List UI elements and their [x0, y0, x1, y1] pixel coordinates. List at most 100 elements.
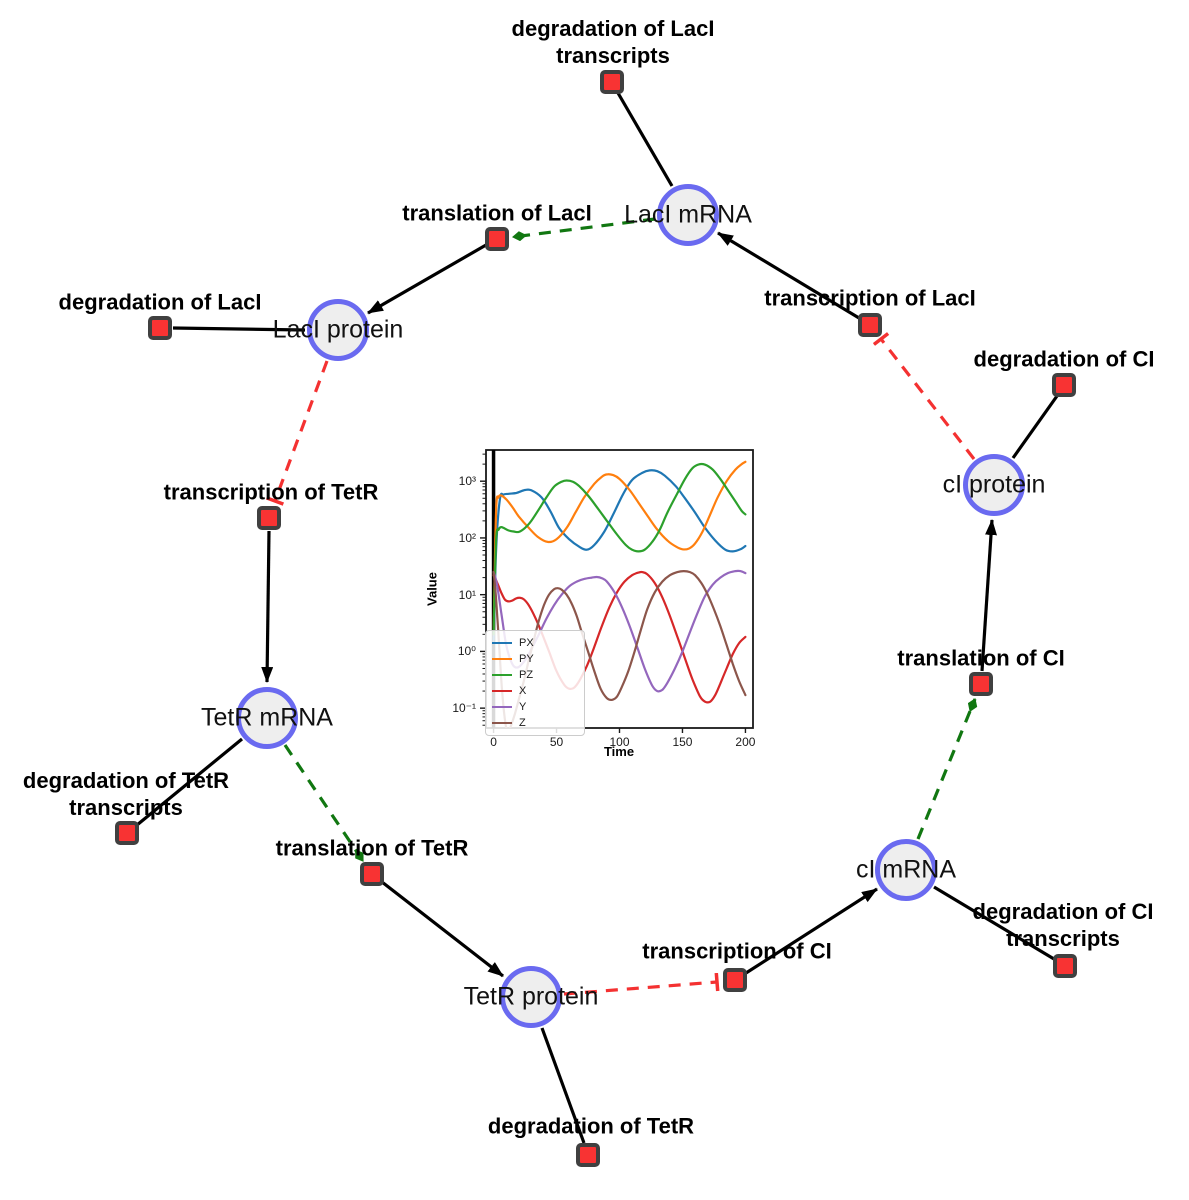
legend-item-pz: PZ — [492, 667, 578, 683]
reaction-node-translation-of-ci — [969, 672, 993, 696]
legend-line-swatch — [492, 674, 512, 676]
legend-item-z: Z — [492, 715, 578, 731]
series-line-x — [492, 570, 747, 704]
legend-line-swatch — [492, 722, 512, 724]
reaction-label-degradation-of-laci-transcripts: degradation of LacI transcripts — [512, 15, 715, 69]
reaction-label-line: translation of CI — [897, 645, 1065, 671]
plot-legend: PX PY PZ X Y Z — [485, 630, 585, 736]
legend-item-py: PY — [492, 651, 578, 667]
edge-translation-of-tetr-to-tetr-protein — [381, 880, 504, 978]
y-tick-label-3: 10³ — [458, 474, 476, 489]
species-label-ci-mrna: cI mRNA — [856, 855, 956, 884]
edge-transcription-of-ci-to-ci-mrna — [745, 887, 878, 975]
species-label-laci-protein: LacI protein — [272, 315, 404, 344]
reaction-label-degradation-of-tetr: degradation of TetR — [488, 1113, 694, 1140]
x-tick-label-150: 150 — [672, 735, 693, 749]
edge-ci-protein-to-transcription-of-laci — [872, 332, 976, 460]
edge-ci-protein-to-degradation-of-ci — [1011, 395, 1059, 459]
edge-tetr-mrna-to-degradation-of-tetr-transcripts — [135, 737, 244, 827]
x-tick-label-50: 50 — [549, 735, 564, 749]
species-label-laci-mrna: LacI mRNA — [624, 200, 752, 229]
reaction-node-transcription-of-laci — [858, 313, 882, 337]
y-tick-label-0: 10⁰ — [457, 644, 476, 659]
y-tick-label-1: 10¹ — [458, 587, 476, 602]
reaction-label-translation-of-laci: translation of LacI — [402, 200, 591, 227]
species-node-tetr-mrna — [236, 687, 298, 749]
reaction-label-line: transcription of LacI — [764, 285, 976, 311]
edge-tetr-protein-to-transcription-of-ci — [563, 972, 720, 996]
edge-translation-of-ci-to-ci-protein — [980, 519, 997, 672]
legend-line-swatch — [492, 642, 512, 644]
reaction-label-transcription-of-laci: transcription of LacI — [764, 285, 975, 312]
edge-translation-of-laci-to-laci-protein — [367, 243, 487, 315]
species-label-tetr-protein: TetR protein — [463, 982, 599, 1011]
reaction-label-degradation-of-tetr-transcripts: degradation of TetR transcripts — [23, 767, 229, 821]
edge-transcription-of-laci-to-laci-mrna — [717, 231, 860, 320]
edge-laci-mrna-to-degradation-of-laci-transcripts — [616, 92, 674, 187]
legend-item-y: Y — [492, 699, 578, 715]
edge-laci-protein-to-transcription-of-tetr — [265, 360, 329, 506]
reaction-label-line: transcripts — [1006, 926, 1120, 951]
reaction-label-transcription-of-ci: transcription of CI — [642, 938, 831, 965]
species-node-ci-mrna — [875, 839, 937, 901]
reaction-label-transcription-of-tetr: transcription of TetR — [164, 479, 379, 506]
reaction-label-line: degradation of CI — [972, 899, 1154, 924]
edge-tetr-mrna-to-translation-of-tetr — [283, 744, 365, 862]
series-line-px — [492, 469, 747, 643]
legend-label: X — [519, 685, 527, 697]
legend-line-swatch — [492, 690, 512, 692]
x-tick-label-100: 100 — [609, 735, 630, 749]
edge-laci-mrna-to-translation-of-laci — [512, 217, 656, 242]
reaction-label-line: degradation of LacI — [511, 16, 715, 41]
reaction-label-line: degradation of LacI — [58, 289, 262, 315]
species-node-laci-protein — [307, 299, 369, 361]
reaction-label-line: degradation of CI — [973, 346, 1155, 372]
edge-laci-protein-to-degradation-of-laci — [172, 326, 306, 332]
legend-label: Y — [519, 701, 527, 713]
reaction-label-translation-of-ci: translation of CI — [897, 645, 1064, 672]
legend-label: PX — [519, 637, 534, 649]
reaction-label-line: transcripts — [556, 43, 670, 68]
reaction-node-transcription-of-ci — [723, 968, 747, 992]
species-label-ci-protein: cI protein — [942, 470, 1046, 499]
edge-transcription-of-tetr-to-tetr-mrna — [261, 530, 274, 683]
species-node-ci-protein — [963, 454, 1025, 516]
y-tick-label--1: 10⁻¹ — [452, 701, 476, 716]
x-tick-label-200: 200 — [735, 735, 756, 749]
legend-item-px: PX — [492, 635, 578, 651]
reaction-label-line: transcription of CI — [642, 938, 832, 964]
plot-y-axis-label: Value — [424, 572, 440, 606]
series-line-pz — [492, 462, 747, 636]
reaction-label-line: degradation of TetR — [487, 1113, 695, 1139]
reaction-node-degradation-of-tetr — [576, 1143, 600, 1167]
legend-line-swatch — [492, 706, 512, 708]
reaction-node-degradation-of-ci-transcripts — [1053, 954, 1077, 978]
legend-label: PZ — [519, 669, 534, 681]
edge-ci-mrna-to-translation-of-ci — [916, 698, 978, 840]
legend-item-x: X — [492, 683, 578, 699]
reaction-node-transcription-of-tetr — [257, 506, 281, 530]
reaction-node-translation-of-tetr — [360, 862, 384, 886]
species-node-laci-mrna — [657, 184, 719, 246]
x-tick-label-0: 0 — [490, 735, 497, 749]
reaction-node-degradation-of-laci — [148, 316, 172, 340]
inset-plot: 0 50 100 150 200 10⁻¹ 10⁰ 10¹ 10² 10³ Time Value … — [418, 438, 768, 768]
reaction-label-degradation-of-ci: degradation of CI — [974, 346, 1155, 373]
edge-ci-mrna-to-degradation-of-ci-transcripts — [933, 885, 1055, 961]
reaction-node-degradation-of-tetr-transcripts — [115, 821, 139, 845]
reaction-label-translation-of-tetr: translation of TetR — [276, 835, 469, 862]
reaction-label-line: translation of LacI — [402, 200, 592, 226]
y-tick-label-2: 10² — [458, 530, 476, 545]
reaction-label-line: translation of TetR — [275, 835, 469, 861]
series-line-py — [492, 460, 747, 636]
reaction-label-line: degradation of TetR — [22, 768, 230, 793]
reaction-node-translation-of-laci — [485, 227, 509, 251]
legend-label: PY — [519, 653, 534, 665]
reaction-node-degradation-of-ci — [1052, 373, 1076, 397]
reaction-label-degradation-of-laci: degradation of LacI — [59, 289, 262, 316]
legend-label: Z — [519, 717, 526, 729]
reaction-node-degradation-of-laci-transcripts — [600, 70, 624, 94]
legend-line-swatch — [492, 658, 512, 660]
